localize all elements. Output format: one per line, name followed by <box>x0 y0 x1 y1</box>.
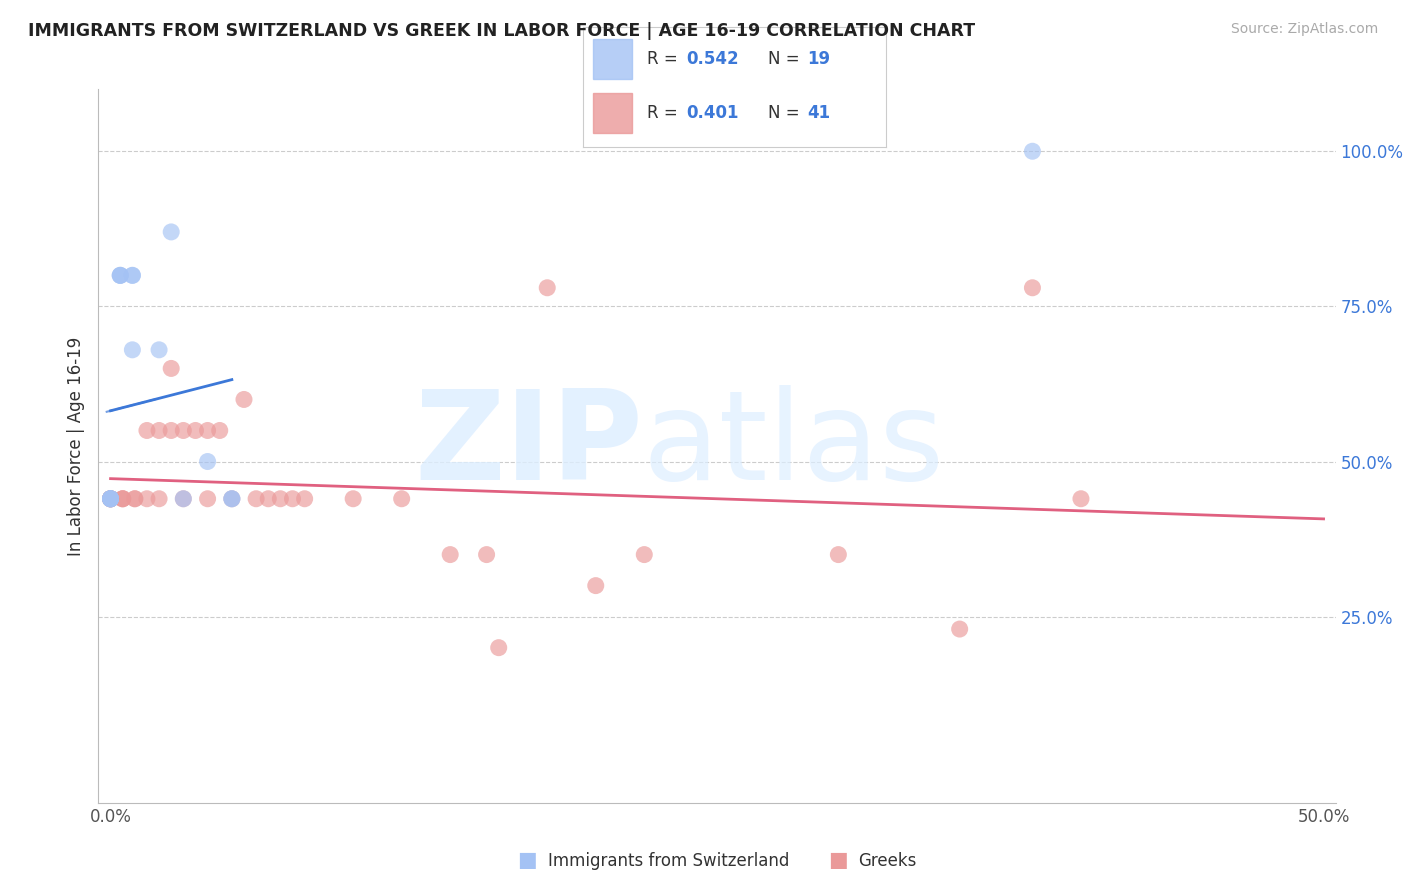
Point <box>111 491 134 506</box>
Point <box>1021 145 1043 159</box>
Text: N =: N = <box>768 104 804 122</box>
Point <box>281 491 304 506</box>
Text: atlas: atlas <box>643 385 945 507</box>
Point <box>100 491 122 506</box>
Point <box>100 491 122 506</box>
Point <box>100 491 122 506</box>
Point <box>160 361 183 376</box>
Point <box>391 491 413 506</box>
Point <box>100 491 122 506</box>
Point <box>827 548 849 562</box>
Point <box>197 424 219 438</box>
Point <box>221 491 243 506</box>
Point <box>585 579 607 593</box>
Point <box>121 343 143 357</box>
Point <box>172 491 194 506</box>
Point <box>111 491 134 506</box>
Point <box>160 424 183 438</box>
Text: R =: R = <box>647 50 683 69</box>
Point <box>439 548 461 562</box>
Point <box>536 281 558 295</box>
Point <box>136 424 159 438</box>
Point <box>148 424 170 438</box>
Point <box>257 491 280 506</box>
Text: ■: ■ <box>517 850 537 870</box>
Point <box>269 491 291 506</box>
Point <box>342 491 364 506</box>
Point <box>475 548 498 562</box>
Point <box>633 548 655 562</box>
Point <box>100 491 122 506</box>
Point <box>160 225 183 239</box>
Point <box>949 622 972 636</box>
Point <box>100 491 122 506</box>
Point <box>148 491 170 506</box>
Point <box>221 491 243 506</box>
Text: R =: R = <box>647 104 683 122</box>
Point <box>100 491 122 506</box>
Point <box>208 424 231 438</box>
Text: N =: N = <box>768 50 804 69</box>
Point <box>100 491 122 506</box>
Text: Greeks: Greeks <box>858 852 917 870</box>
Point <box>100 491 122 506</box>
Bar <box>592 93 631 133</box>
Point <box>136 491 159 506</box>
Text: IMMIGRANTS FROM SWITZERLAND VS GREEK IN LABOR FORCE | AGE 16-19 CORRELATION CHAR: IMMIGRANTS FROM SWITZERLAND VS GREEK IN … <box>28 22 976 40</box>
Point <box>121 268 143 283</box>
Point <box>124 491 146 506</box>
Point <box>172 491 194 506</box>
Point <box>124 491 146 506</box>
Point <box>184 424 207 438</box>
Bar <box>592 38 631 78</box>
Text: ■: ■ <box>828 850 848 870</box>
Point <box>110 268 132 283</box>
Point <box>100 491 122 506</box>
Text: Source: ZipAtlas.com: Source: ZipAtlas.com <box>1230 22 1378 37</box>
Point <box>110 268 132 283</box>
Point <box>294 491 316 506</box>
Point <box>1021 281 1043 295</box>
Y-axis label: In Labor Force | Age 16-19: In Labor Force | Age 16-19 <box>66 336 84 556</box>
Text: 0.542: 0.542 <box>686 50 740 69</box>
Point <box>148 343 170 357</box>
Point <box>197 454 219 468</box>
Text: Immigrants from Switzerland: Immigrants from Switzerland <box>548 852 790 870</box>
Point <box>488 640 510 655</box>
Point <box>197 491 219 506</box>
Text: ZIP: ZIP <box>415 385 643 507</box>
Point <box>111 491 134 506</box>
Point <box>172 424 194 438</box>
Text: 0.401: 0.401 <box>686 104 738 122</box>
Text: 41: 41 <box>807 104 831 122</box>
Point <box>100 491 122 506</box>
Point <box>1070 491 1092 506</box>
Point <box>233 392 256 407</box>
Text: 19: 19 <box>807 50 831 69</box>
Point <box>221 491 243 506</box>
Point <box>110 268 132 283</box>
Point <box>121 268 143 283</box>
Point <box>245 491 267 506</box>
